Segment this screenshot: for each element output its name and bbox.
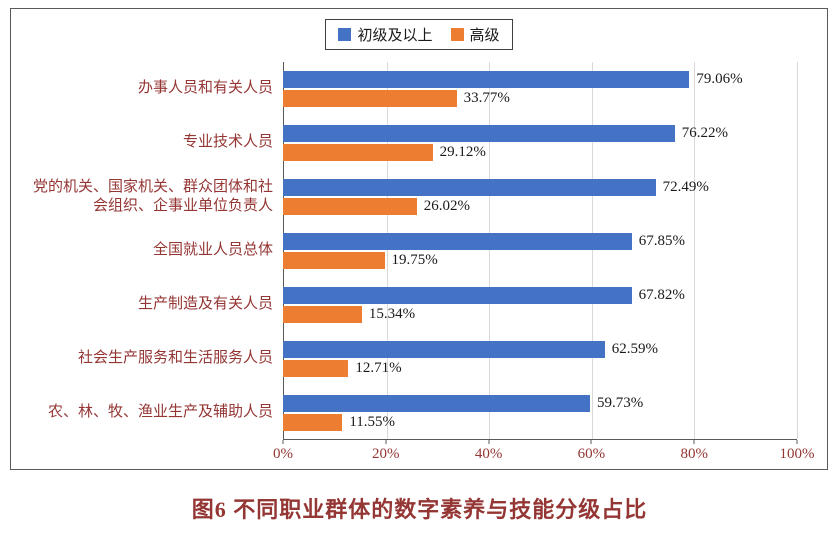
bar-group: 59.73% 11.55% (283, 395, 797, 431)
category-row: 办事人员和有关人员 79.06% 33.77% (21, 62, 797, 116)
x-tick-label: 100% (779, 446, 815, 462)
bar-advanced (283, 198, 417, 215)
bar-primary (283, 341, 605, 358)
legend-marker-advanced-icon (450, 28, 464, 41)
bar-wrap: 62.59% (283, 341, 797, 358)
bar-wrap: 19.75% (283, 252, 797, 269)
value-label: 26.02% (423, 198, 470, 214)
bar-wrap: 26.02% (283, 198, 797, 215)
bar-primary (283, 395, 590, 412)
plot-rows: 办事人员和有关人员 79.06% 33.77% 专业技术人员 76.22% 29.12% 党… (21, 62, 797, 440)
legend-item-primary: 初级及以上 (338, 24, 433, 45)
bar-group: 67.82% 15.34% (283, 287, 797, 323)
category-label: 社会生产服务和生活服务人员 (77, 350, 273, 367)
bar-wrap: 72.49% (283, 179, 797, 196)
bar-wrap: 12.71% (283, 360, 797, 377)
value-label: 33.77% (463, 90, 510, 106)
value-label: 72.49% (662, 179, 709, 195)
bar-primary (283, 71, 690, 88)
gridline (386, 62, 388, 439)
bar-group: 76.22% 29.12% (283, 125, 797, 161)
bar-advanced (283, 144, 433, 161)
value-label: 62.59% (611, 341, 658, 357)
legend-label-advanced: 高级 (469, 28, 500, 44)
tick-mark (590, 440, 592, 444)
category-row: 社会生产服务和生活服务人员 62.59% 12.71% (21, 332, 797, 386)
bar-wrap: 11.55% (283, 414, 797, 431)
plot-area: 办事人员和有关人员 79.06% 33.77% 专业技术人员 76.22% 29.12% 党… (21, 62, 815, 469)
bar-advanced (283, 360, 349, 377)
grid-layer (283, 62, 798, 440)
legend-marker-primary-icon (338, 28, 352, 41)
bar-wrap: 67.82% (283, 287, 797, 304)
bar-group: 79.06% 33.77% (283, 71, 797, 107)
legend-label-primary: 初级及以上 (357, 28, 433, 44)
value-label: 11.55% (349, 414, 396, 430)
value-label: 59.73% (597, 395, 644, 411)
bar-wrap: 76.22% (283, 125, 797, 142)
tick-mark (282, 440, 284, 444)
value-label: 67.85% (638, 233, 685, 249)
x-tick-label: 20% (372, 446, 400, 462)
tick-mark (796, 440, 798, 444)
bar-wrap: 29.12% (283, 144, 797, 161)
bar-advanced (283, 252, 385, 269)
value-label: 29.12% (439, 144, 486, 160)
x-tick-label: 40% (474, 446, 503, 462)
bar-primary (283, 179, 656, 196)
chart-caption: 图6 不同职业群体的数字素养与技能分级占比 (191, 497, 648, 522)
x-tick-label: 0% (273, 446, 293, 462)
bar-wrap: 15.34% (283, 306, 797, 323)
bar-wrap: 67.85% (283, 233, 797, 250)
x-tick-label: 60% (577, 446, 606, 462)
category-label: 专业技术人员 (182, 134, 273, 151)
category-label: 全国就业人员总体 (152, 242, 273, 259)
tick-mark (385, 440, 387, 444)
legend: 初级及以上 高级 (325, 19, 513, 50)
gridline (694, 62, 696, 439)
category-row: 全国就业人员总体 67.85% 19.75% (21, 224, 797, 278)
bar-group: 67.85% 19.75% (283, 233, 797, 269)
bar-wrap: 79.06% (283, 71, 797, 88)
bar-wrap: 59.73% (283, 395, 797, 412)
bar-primary (283, 287, 632, 304)
tick-mark (693, 440, 695, 444)
bar-group: 72.49% 26.02% (283, 179, 797, 215)
value-label: 67.82% (638, 287, 685, 303)
category-row: 生产制造及有关人员 67.82% 15.34% (21, 278, 797, 332)
gridline (489, 62, 491, 439)
value-label: 76.22% (681, 125, 729, 141)
category-row: 党的机关、国家机关、群众团体和社会组织、企事业单位负责人 72.49% 26.02% (21, 170, 797, 224)
x-tick-label: 80% (680, 446, 708, 462)
bar-advanced (283, 306, 362, 323)
bar-advanced (283, 90, 457, 107)
category-label: 党的机关、国家机关、群众团体和社会组织、企事业单位负责人 (32, 178, 273, 215)
value-label: 19.75% (391, 252, 438, 268)
chart-frame: 初级及以上 高级 办事人员和有关人员 79.06% 33.77% 专业技术人员 76.2… (10, 8, 828, 470)
bar-wrap: 33.77% (283, 90, 797, 107)
x-axis: 0% 20% 40% 60% 80% 100% (273, 440, 815, 468)
bar-primary (283, 233, 632, 250)
tick-mark (488, 440, 490, 444)
legend-item-advanced: 高级 (450, 24, 500, 45)
category-label: 办事人员和有关人员 (137, 80, 273, 97)
category-label: 生产制造及有关人员 (137, 296, 273, 313)
category-row: 专业技术人员 76.22% 29.12% (21, 116, 797, 170)
gridline (591, 62, 593, 439)
value-label: 12.71% (355, 360, 402, 376)
value-label: 15.34% (368, 306, 416, 322)
category-label: 农、林、牧、渔业生产及辅助人员 (47, 404, 273, 421)
bar-primary (283, 125, 675, 142)
value-label: 79.06% (696, 71, 743, 87)
gridline (797, 62, 798, 439)
bar-group: 62.59% 12.71% (283, 341, 797, 377)
legend-row: 初级及以上 高级 (11, 19, 827, 50)
bar-advanced (283, 414, 343, 431)
category-row: 农、林、牧、渔业生产及辅助人员 59.73% 11.55% (21, 386, 797, 440)
